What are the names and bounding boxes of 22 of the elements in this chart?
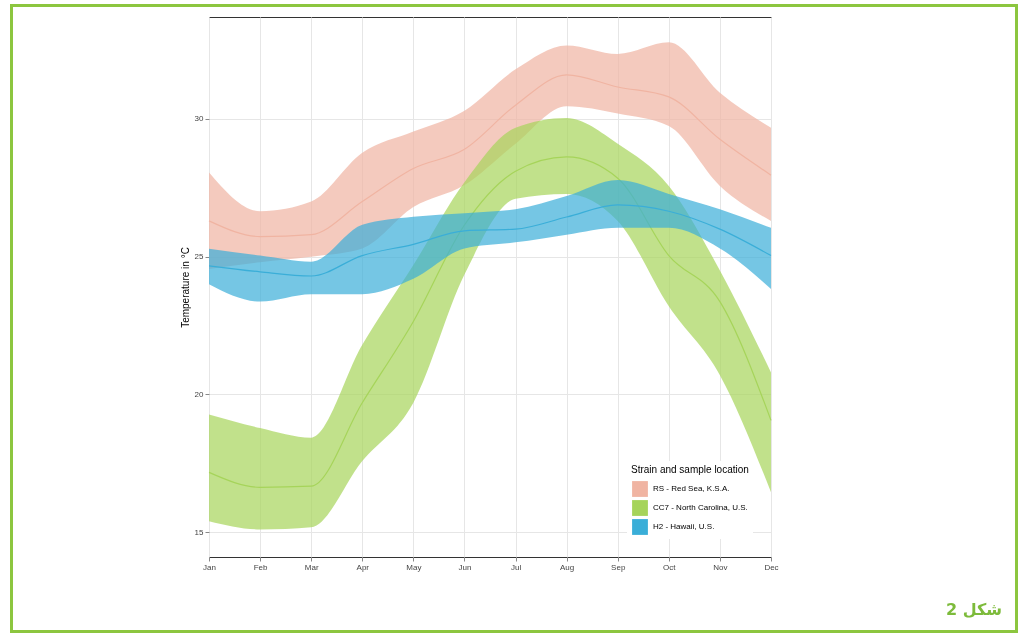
text: شكل 2 [945, 600, 1002, 619]
x-tick-label: Jan [203, 562, 216, 572]
legend-label: CC7 - North Carolina, U.S. [653, 503, 748, 512]
x-tick-label: Feb [253, 562, 269, 572]
x-tick-label: Nov [713, 562, 728, 572]
x-tick-label: Mar [304, 562, 319, 572]
x-tick-label: May [406, 562, 422, 572]
x-tick-label: Dec [764, 562, 779, 572]
y-tick-label: 15 [194, 527, 205, 537]
legend-label: H2 - Hawaii, U.S. [653, 522, 715, 531]
x-tick-label: Jul [510, 562, 522, 572]
legend-label: RS - Red Sea, K.S.A. [653, 484, 730, 493]
legend-title: Strain and sample location [631, 464, 749, 475]
y-axis-title: Temperature in °C [179, 247, 191, 328]
x-tick-label: Apr [356, 562, 370, 572]
y-tick-label: 25 [194, 252, 205, 262]
x-tick-label: Jun [458, 562, 472, 572]
x-tick-label: Sep [611, 562, 626, 572]
y-tick-label: 20 [194, 389, 205, 399]
x-tick-label: Oct [663, 562, 677, 572]
x-tick-label: Aug [560, 562, 575, 572]
y-tick-label: 30 [194, 114, 205, 124]
